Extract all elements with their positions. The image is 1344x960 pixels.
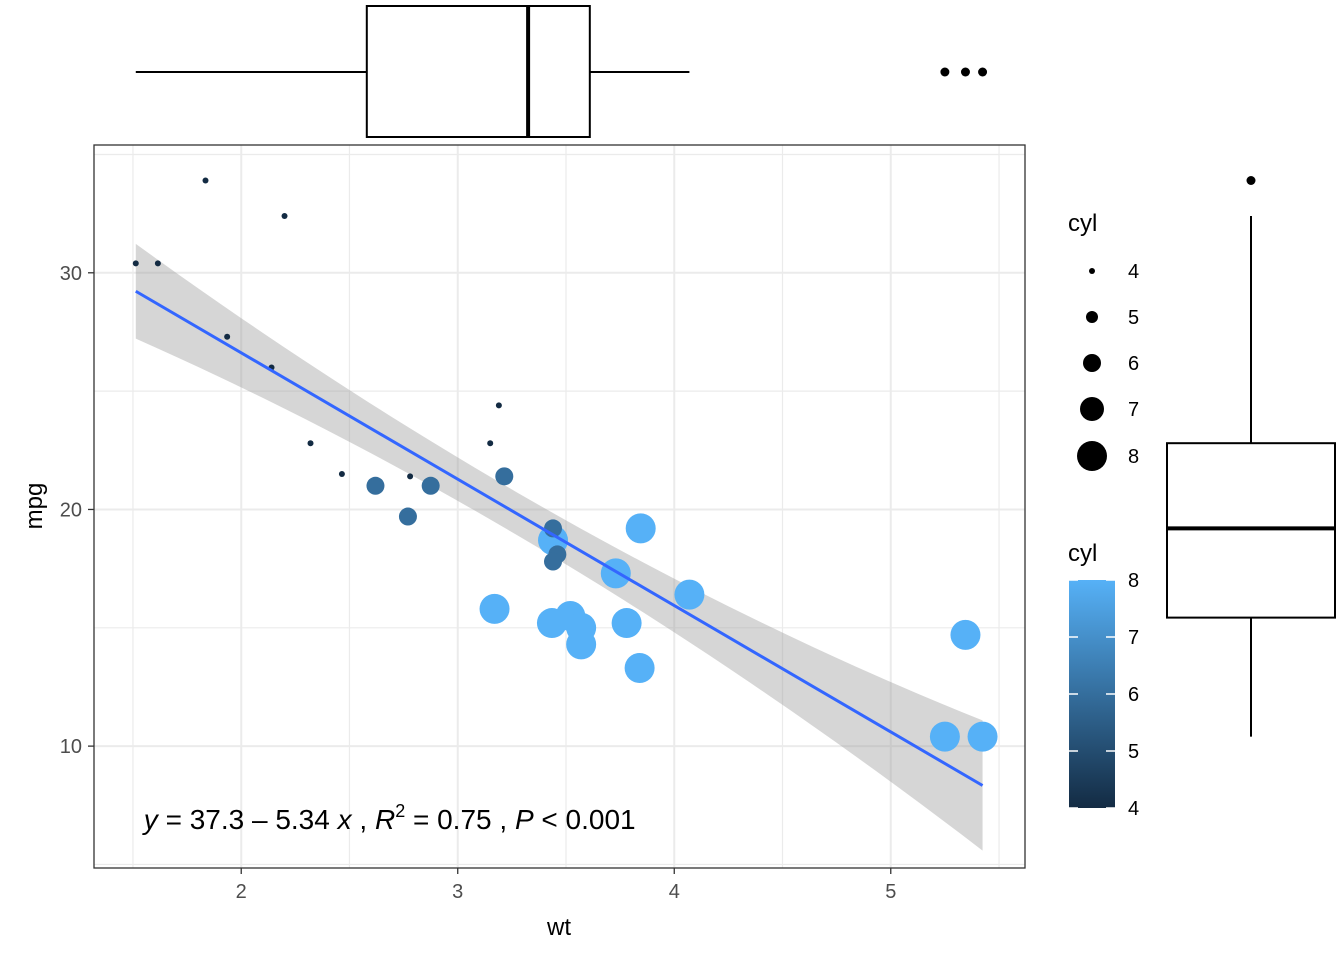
x-tick-label: 2 bbox=[236, 881, 247, 903]
eq-y-var: y bbox=[142, 804, 160, 835]
data-point bbox=[407, 473, 414, 480]
size-legend-label: 4 bbox=[1128, 261, 1139, 283]
regression-line-path bbox=[135, 289, 984, 787]
y-axis-title: mpg bbox=[21, 483, 48, 530]
grid-major bbox=[94, 145, 1025, 868]
size-legend-label: 5 bbox=[1128, 307, 1139, 329]
data-point bbox=[281, 212, 288, 219]
size-legend-key bbox=[1080, 397, 1104, 421]
x-tick-label: 5 bbox=[885, 881, 896, 903]
eq-r-sup: 2 bbox=[395, 801, 405, 821]
right-box-outlier bbox=[1246, 175, 1256, 185]
data-point bbox=[600, 558, 631, 589]
right-box-iqr bbox=[1166, 442, 1336, 619]
data-point bbox=[624, 653, 655, 684]
x-tick-label: 3 bbox=[452, 881, 463, 903]
data-point bbox=[544, 552, 563, 571]
eq-part1: = 37.3 – 5.34 bbox=[158, 804, 338, 835]
data-point bbox=[495, 467, 514, 486]
size-legend-label: 6 bbox=[1128, 353, 1139, 375]
color-legend-label: 8 bbox=[1128, 570, 1139, 592]
top-box-outlier bbox=[940, 67, 950, 77]
size-legend-key bbox=[1077, 441, 1107, 471]
data-point bbox=[674, 579, 705, 610]
eq-r-var: R bbox=[375, 804, 395, 835]
top-box-outlier bbox=[978, 67, 988, 77]
data-point bbox=[202, 177, 209, 184]
color-legend-label: 4 bbox=[1128, 798, 1139, 820]
size-legend-title: cyl bbox=[1068, 210, 1097, 237]
size-legend-label: 7 bbox=[1128, 399, 1139, 421]
x-axis-title: wt bbox=[546, 914, 571, 941]
x-axis: 2 3 4 5 bbox=[236, 868, 896, 903]
color-legend: cyl 8 7 6 5 4 bbox=[1068, 540, 1139, 820]
data-point bbox=[611, 608, 642, 639]
data-point bbox=[967, 721, 998, 752]
eq-sep1: , bbox=[352, 804, 375, 835]
data-point bbox=[398, 507, 417, 526]
data-point bbox=[625, 513, 656, 544]
regression-equation: y = 37.3 – 5.34 x , R2 = 0.75 , P < 0.00… bbox=[142, 801, 636, 835]
data-point bbox=[950, 619, 981, 650]
x-tick-label: 4 bbox=[669, 881, 680, 903]
data-point bbox=[566, 612, 597, 643]
y-tick-label: 30 bbox=[60, 263, 82, 285]
color-legend-title: cyl bbox=[1068, 540, 1097, 567]
data-point bbox=[421, 476, 440, 495]
data-points bbox=[132, 177, 998, 752]
size-legend-label: 8 bbox=[1128, 446, 1139, 468]
y-axis: 10 20 30 bbox=[60, 263, 94, 758]
data-point bbox=[132, 260, 139, 267]
size-legend-key bbox=[1089, 268, 1095, 274]
color-legend-label: 7 bbox=[1128, 627, 1139, 649]
color-legend-label: 5 bbox=[1128, 741, 1139, 763]
color-legend-label: 6 bbox=[1128, 684, 1139, 706]
size-legend: cyl 4 5 6 7 8 bbox=[1068, 210, 1139, 471]
regression-line bbox=[135, 289, 984, 787]
data-point bbox=[487, 440, 494, 447]
eq-p-val: < 0.001 bbox=[534, 804, 636, 835]
data-point bbox=[479, 593, 510, 624]
scatter-panel: y = 37.3 – 5.34 x , R2 = 0.75 , P < 0.00… bbox=[93, 144, 1026, 869]
data-point bbox=[495, 402, 502, 409]
data-point bbox=[929, 721, 960, 752]
data-point bbox=[338, 470, 345, 477]
data-point bbox=[224, 333, 231, 340]
data-point bbox=[307, 440, 314, 447]
eq-r-val: = 0.75 , bbox=[405, 804, 515, 835]
regression-annotation: y = 37.3 – 5.34 x , R2 = 0.75 , P < 0.00… bbox=[142, 801, 636, 835]
y-tick-label: 10 bbox=[60, 736, 82, 758]
data-point bbox=[366, 476, 385, 495]
eq-p-var: P bbox=[515, 804, 534, 835]
panel-border bbox=[93, 144, 1026, 869]
top-box-iqr bbox=[365, 5, 591, 138]
right-marginal-boxplot bbox=[1166, 175, 1336, 737]
data-point bbox=[154, 260, 161, 267]
data-point bbox=[536, 608, 567, 639]
top-box-outlier bbox=[960, 67, 970, 77]
size-legend-key bbox=[1083, 354, 1101, 372]
eq-x-var: x bbox=[336, 804, 353, 835]
top-marginal-boxplot bbox=[135, 5, 988, 138]
size-legend-key bbox=[1086, 311, 1098, 323]
y-tick-label: 20 bbox=[60, 499, 82, 521]
